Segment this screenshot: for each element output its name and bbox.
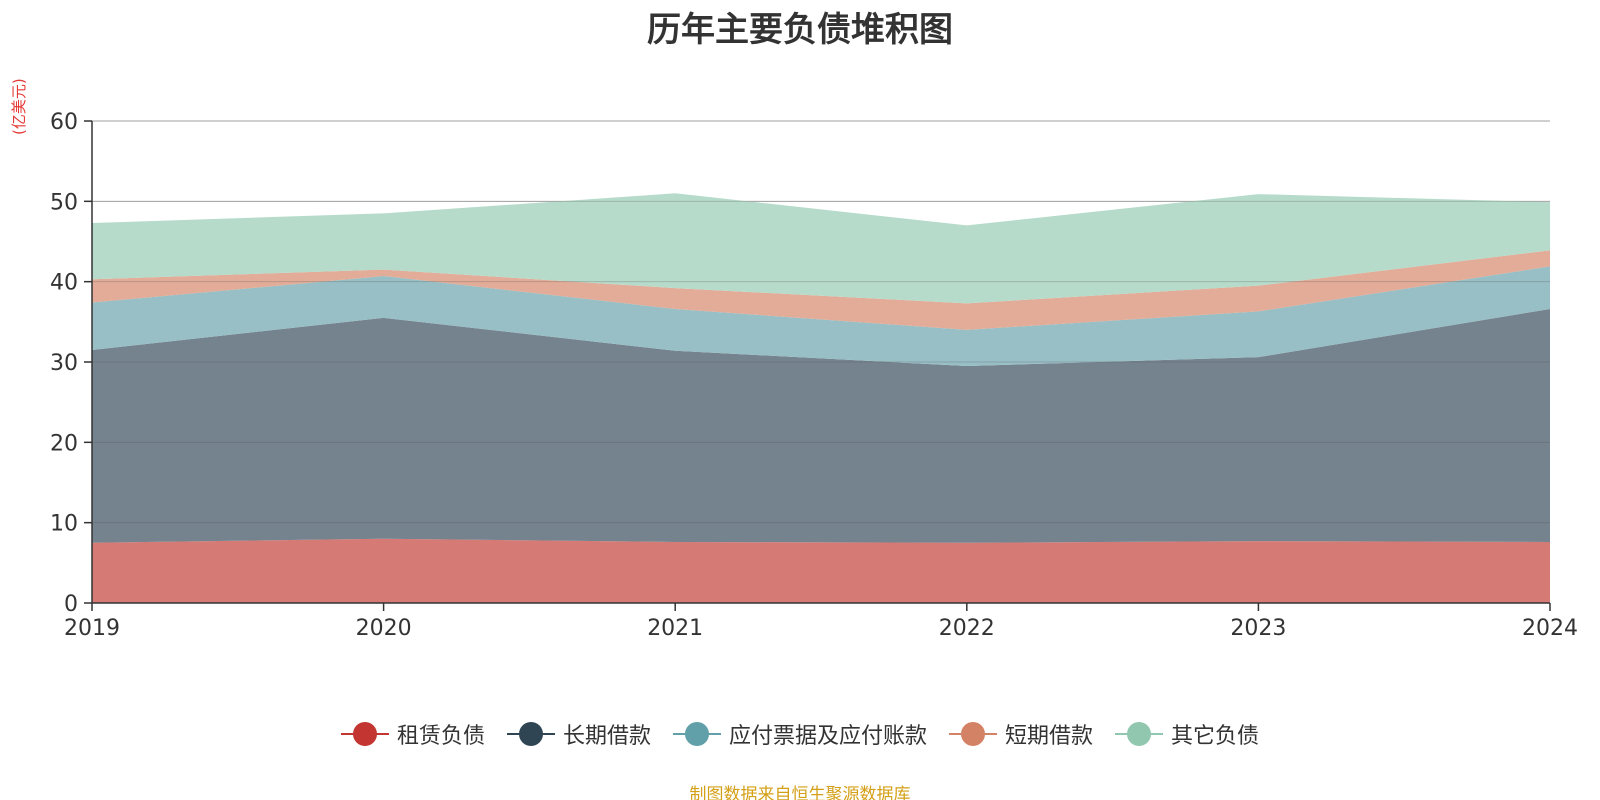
y-tick-label: 0 [64, 592, 78, 617]
y-tick-label: 40 [50, 271, 78, 296]
legend-item[interactable]: 长期借款 [506, 718, 651, 750]
x-tick-label: 2021 [647, 616, 703, 641]
legend-marker-icon [1115, 722, 1164, 746]
y-tick-label: 60 [50, 110, 78, 135]
legend-marker-icon [672, 722, 721, 746]
y-tick-label: 50 [50, 190, 78, 215]
legend-item[interactable]: 应付票据及应付账款 [672, 718, 927, 750]
y-tick-label: 30 [50, 351, 78, 376]
legend-label: 短期借款 [1005, 724, 1094, 749]
legend-marker-icon [506, 722, 555, 746]
legend-item[interactable]: 短期借款 [949, 718, 1093, 750]
chart-title: 历年主要负债堆积图 [647, 10, 953, 50]
legend-marker-icon [949, 722, 997, 746]
area-series-1 [92, 308, 1550, 543]
legend-label: 应付票据及应付账款 [728, 724, 927, 749]
legend-label: 租赁负债 [396, 724, 485, 749]
x-tick-label: 2020 [356, 616, 412, 641]
legend-marker-icon [340, 722, 389, 746]
chart-legend: 租赁负债 长期借款 应付票据及应付账款 短期借款 其它负债 [0, 718, 1600, 750]
x-tick-label: 2019 [64, 616, 120, 641]
y-tick-label: 20 [50, 431, 78, 456]
area-series-0 [92, 538, 1550, 603]
data-source-note: 制图数据来自恒生聚源数据库 [689, 785, 911, 800]
legend-label: 其它负债 [1171, 724, 1260, 749]
x-tick-label: 2022 [939, 616, 995, 641]
y-tick-label: 10 [50, 512, 78, 537]
x-tick-label: 2024 [1522, 616, 1578, 641]
x-tick-label: 2023 [1230, 616, 1286, 641]
area-series-4 [92, 193, 1550, 304]
legend-item[interactable]: 其它负债 [1115, 718, 1259, 750]
area-series-2 [92, 266, 1550, 367]
area-series-3 [92, 250, 1550, 330]
legend-label: 长期借款 [562, 724, 651, 749]
legend-item[interactable]: 租赁负债 [340, 718, 485, 750]
area-chart: 0 10 20 30 40 50 60 2019 2020 2021 2022 2023 2024 [50, 110, 1578, 641]
